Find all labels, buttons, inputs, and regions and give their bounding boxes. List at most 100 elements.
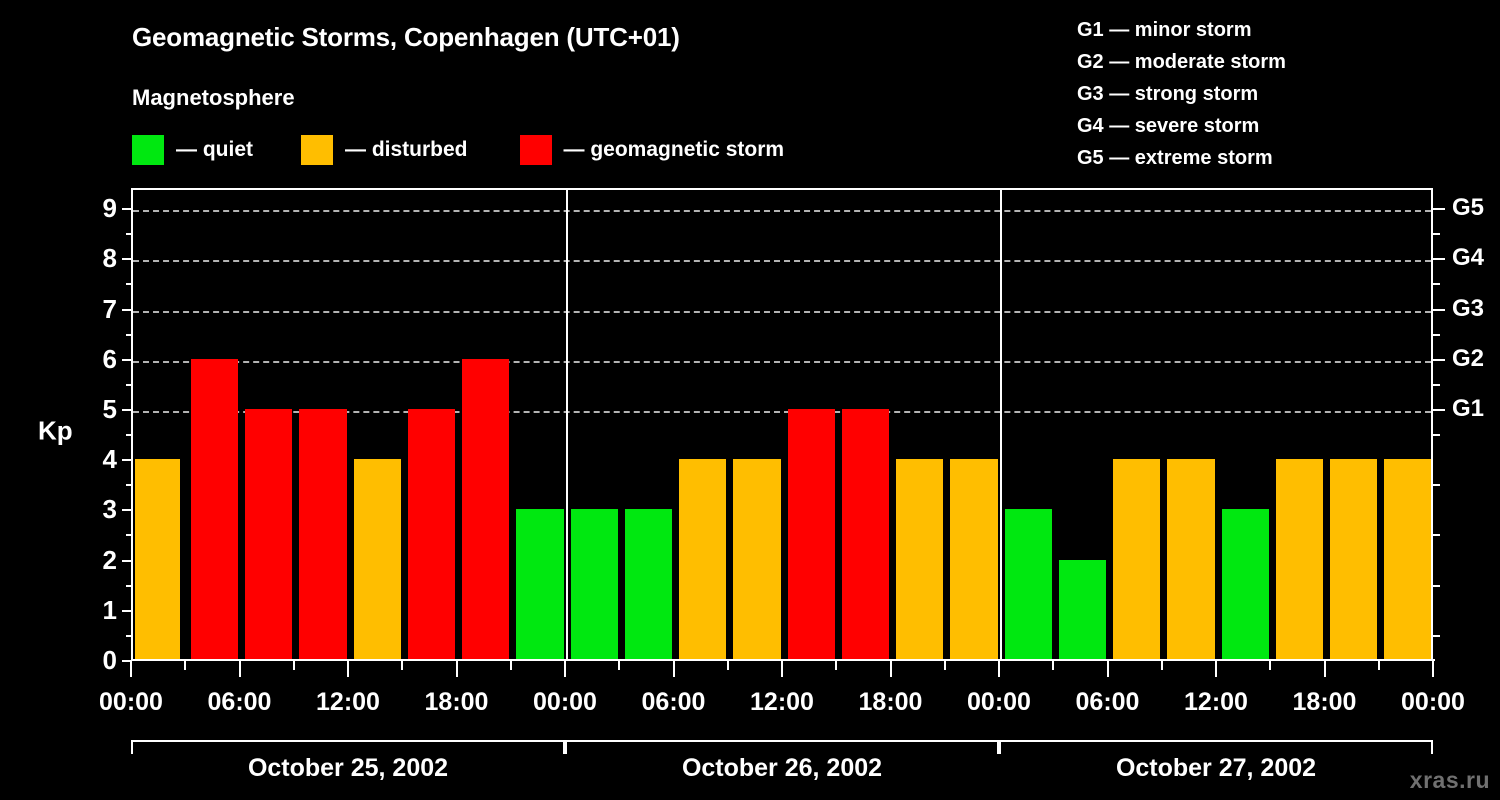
y-tick-1	[122, 609, 132, 612]
x-minor-tick	[509, 661, 512, 670]
legend-swatch-geomagnetic-storm	[519, 135, 552, 165]
y-tick-label-2: 2	[102, 544, 117, 575]
y-tick-7	[122, 308, 132, 311]
right-minor-tick	[1433, 634, 1440, 637]
y-minor-tick	[126, 484, 132, 487]
y-minor-tick	[126, 233, 132, 236]
day-label-1: October 25, 2002	[247, 754, 449, 782]
x-tick-7	[889, 661, 892, 677]
x-tick-label-1: 06:00	[207, 688, 272, 716]
bar-disturbed	[679, 459, 727, 660]
bar-quiet	[570, 509, 618, 660]
x-tick-label-10: 12:00	[1184, 688, 1248, 716]
color-legend: — quiet — disturbed — geomagnetic storm	[132, 133, 784, 167]
x-minor-tick	[401, 661, 404, 670]
legend-label-geomagnetic-storm: — geomagnetic storm	[563, 138, 785, 161]
right-minor-tick	[1433, 333, 1440, 336]
watermark: xras.ru	[1409, 767, 1490, 793]
x-minor-tick	[1269, 661, 1272, 670]
x-tick-label-6: 12:00	[750, 688, 814, 716]
g-scale-legend: G1 — minor storm G2 — moderate storm G3 — …	[1077, 14, 1286, 174]
legend-label-quiet: — quiet	[176, 138, 253, 161]
y-tick-label-1: 1	[102, 594, 117, 625]
day-bracket-2	[565, 740, 999, 754]
gridline-kp-8	[133, 260, 1431, 263]
plot-area	[131, 188, 1433, 660]
bar-geomagnetic-storm	[299, 408, 347, 660]
bar-geomagnetic-storm	[841, 408, 889, 660]
x-minor-tick	[184, 661, 187, 670]
bar-geomagnetic-storm	[245, 408, 293, 660]
bar-disturbed	[1113, 459, 1161, 660]
y-minor-tick	[126, 434, 132, 437]
y-tick-label-4: 4	[102, 444, 117, 475]
right-tick-label-G2: G2	[1452, 344, 1485, 372]
x-tick-4	[564, 661, 566, 677]
x-axis-line	[131, 659, 1435, 661]
gridline-kp-7	[133, 310, 1431, 313]
x-minor-tick	[618, 661, 621, 670]
legend-label-disturbed: — disturbed	[345, 138, 468, 161]
right-minor-tick	[1433, 283, 1440, 286]
x-tick-10	[1215, 661, 1217, 677]
y-minor-tick	[126, 383, 132, 386]
x-minor-tick	[1052, 661, 1055, 670]
y-tick-label-5: 5	[102, 393, 117, 424]
x-tick-label-12: 00:00	[1401, 688, 1465, 716]
x-minor-tick	[835, 661, 838, 670]
x-tick-label-9: 06:00	[1075, 688, 1140, 716]
x-tick-12	[1432, 661, 1434, 677]
y-tick-4	[122, 459, 132, 462]
right-minor-tick	[1433, 434, 1440, 437]
day-separator-2	[1000, 190, 1002, 660]
bar-disturbed	[1384, 459, 1431, 660]
bar-quiet	[516, 509, 564, 660]
y-tick-5	[122, 408, 132, 411]
bar-disturbed	[896, 459, 944, 660]
right-tick-G2	[1433, 358, 1445, 361]
bar-disturbed	[353, 459, 401, 660]
x-minor-tick	[1377, 661, 1380, 670]
legend-swatch-disturbed	[301, 135, 333, 165]
y-tick-3	[122, 509, 132, 512]
x-minor-tick	[943, 661, 946, 670]
right-tick-label-G5: G5	[1452, 194, 1485, 222]
x-tick-9	[1106, 661, 1109, 677]
right-tick-label-G3: G3	[1452, 294, 1485, 322]
x-tick-label-2: 12:00	[316, 688, 380, 716]
right-tick-G3	[1433, 308, 1445, 311]
gridline-kp-9	[133, 210, 1431, 213]
legend-item-geomagnetic-storm: — geomagnetic storm	[519, 135, 785, 165]
y-minor-tick	[126, 333, 132, 336]
right-tick-G4	[1433, 258, 1445, 261]
y-axis-title: Kp	[38, 415, 73, 446]
y-tick-8	[122, 258, 132, 261]
bar-disturbed	[950, 459, 998, 660]
y-tick-9	[122, 208, 132, 211]
x-tick-label-8: 00:00	[967, 688, 1031, 716]
gridline-kp-5	[133, 410, 1431, 413]
g-scale-entry-3: G3 — strong storm	[1077, 83, 1259, 105]
right-minor-tick	[1433, 484, 1440, 487]
right-minor-tick	[1433, 383, 1440, 386]
x-tick-label-3: 18:00	[424, 688, 489, 716]
right-minor-tick	[1433, 534, 1440, 537]
x-minor-tick	[1160, 661, 1163, 670]
x-tick-8	[998, 661, 1000, 677]
right-minor-tick	[1433, 584, 1440, 587]
g-scale-entry-1: G1 — minor storm	[1077, 19, 1252, 41]
x-tick-label-11: 18:00	[1292, 688, 1357, 716]
day-label-3: October 27, 2002	[1115, 754, 1317, 782]
bar-quiet	[1221, 509, 1269, 660]
bar-geomagnetic-storm	[190, 358, 238, 660]
x-tick-label-0: 00:00	[99, 688, 163, 716]
x-tick-2	[347, 661, 349, 677]
y-tick-label-6: 6	[102, 343, 117, 374]
y-tick-label-0: 0	[102, 645, 117, 675]
x-tick-1	[238, 661, 241, 677]
y-minor-tick	[126, 283, 132, 286]
y-tick-6	[122, 358, 132, 361]
legend-swatch-quiet	[132, 135, 164, 165]
chart-subtitle: Magnetosphere	[132, 85, 295, 110]
